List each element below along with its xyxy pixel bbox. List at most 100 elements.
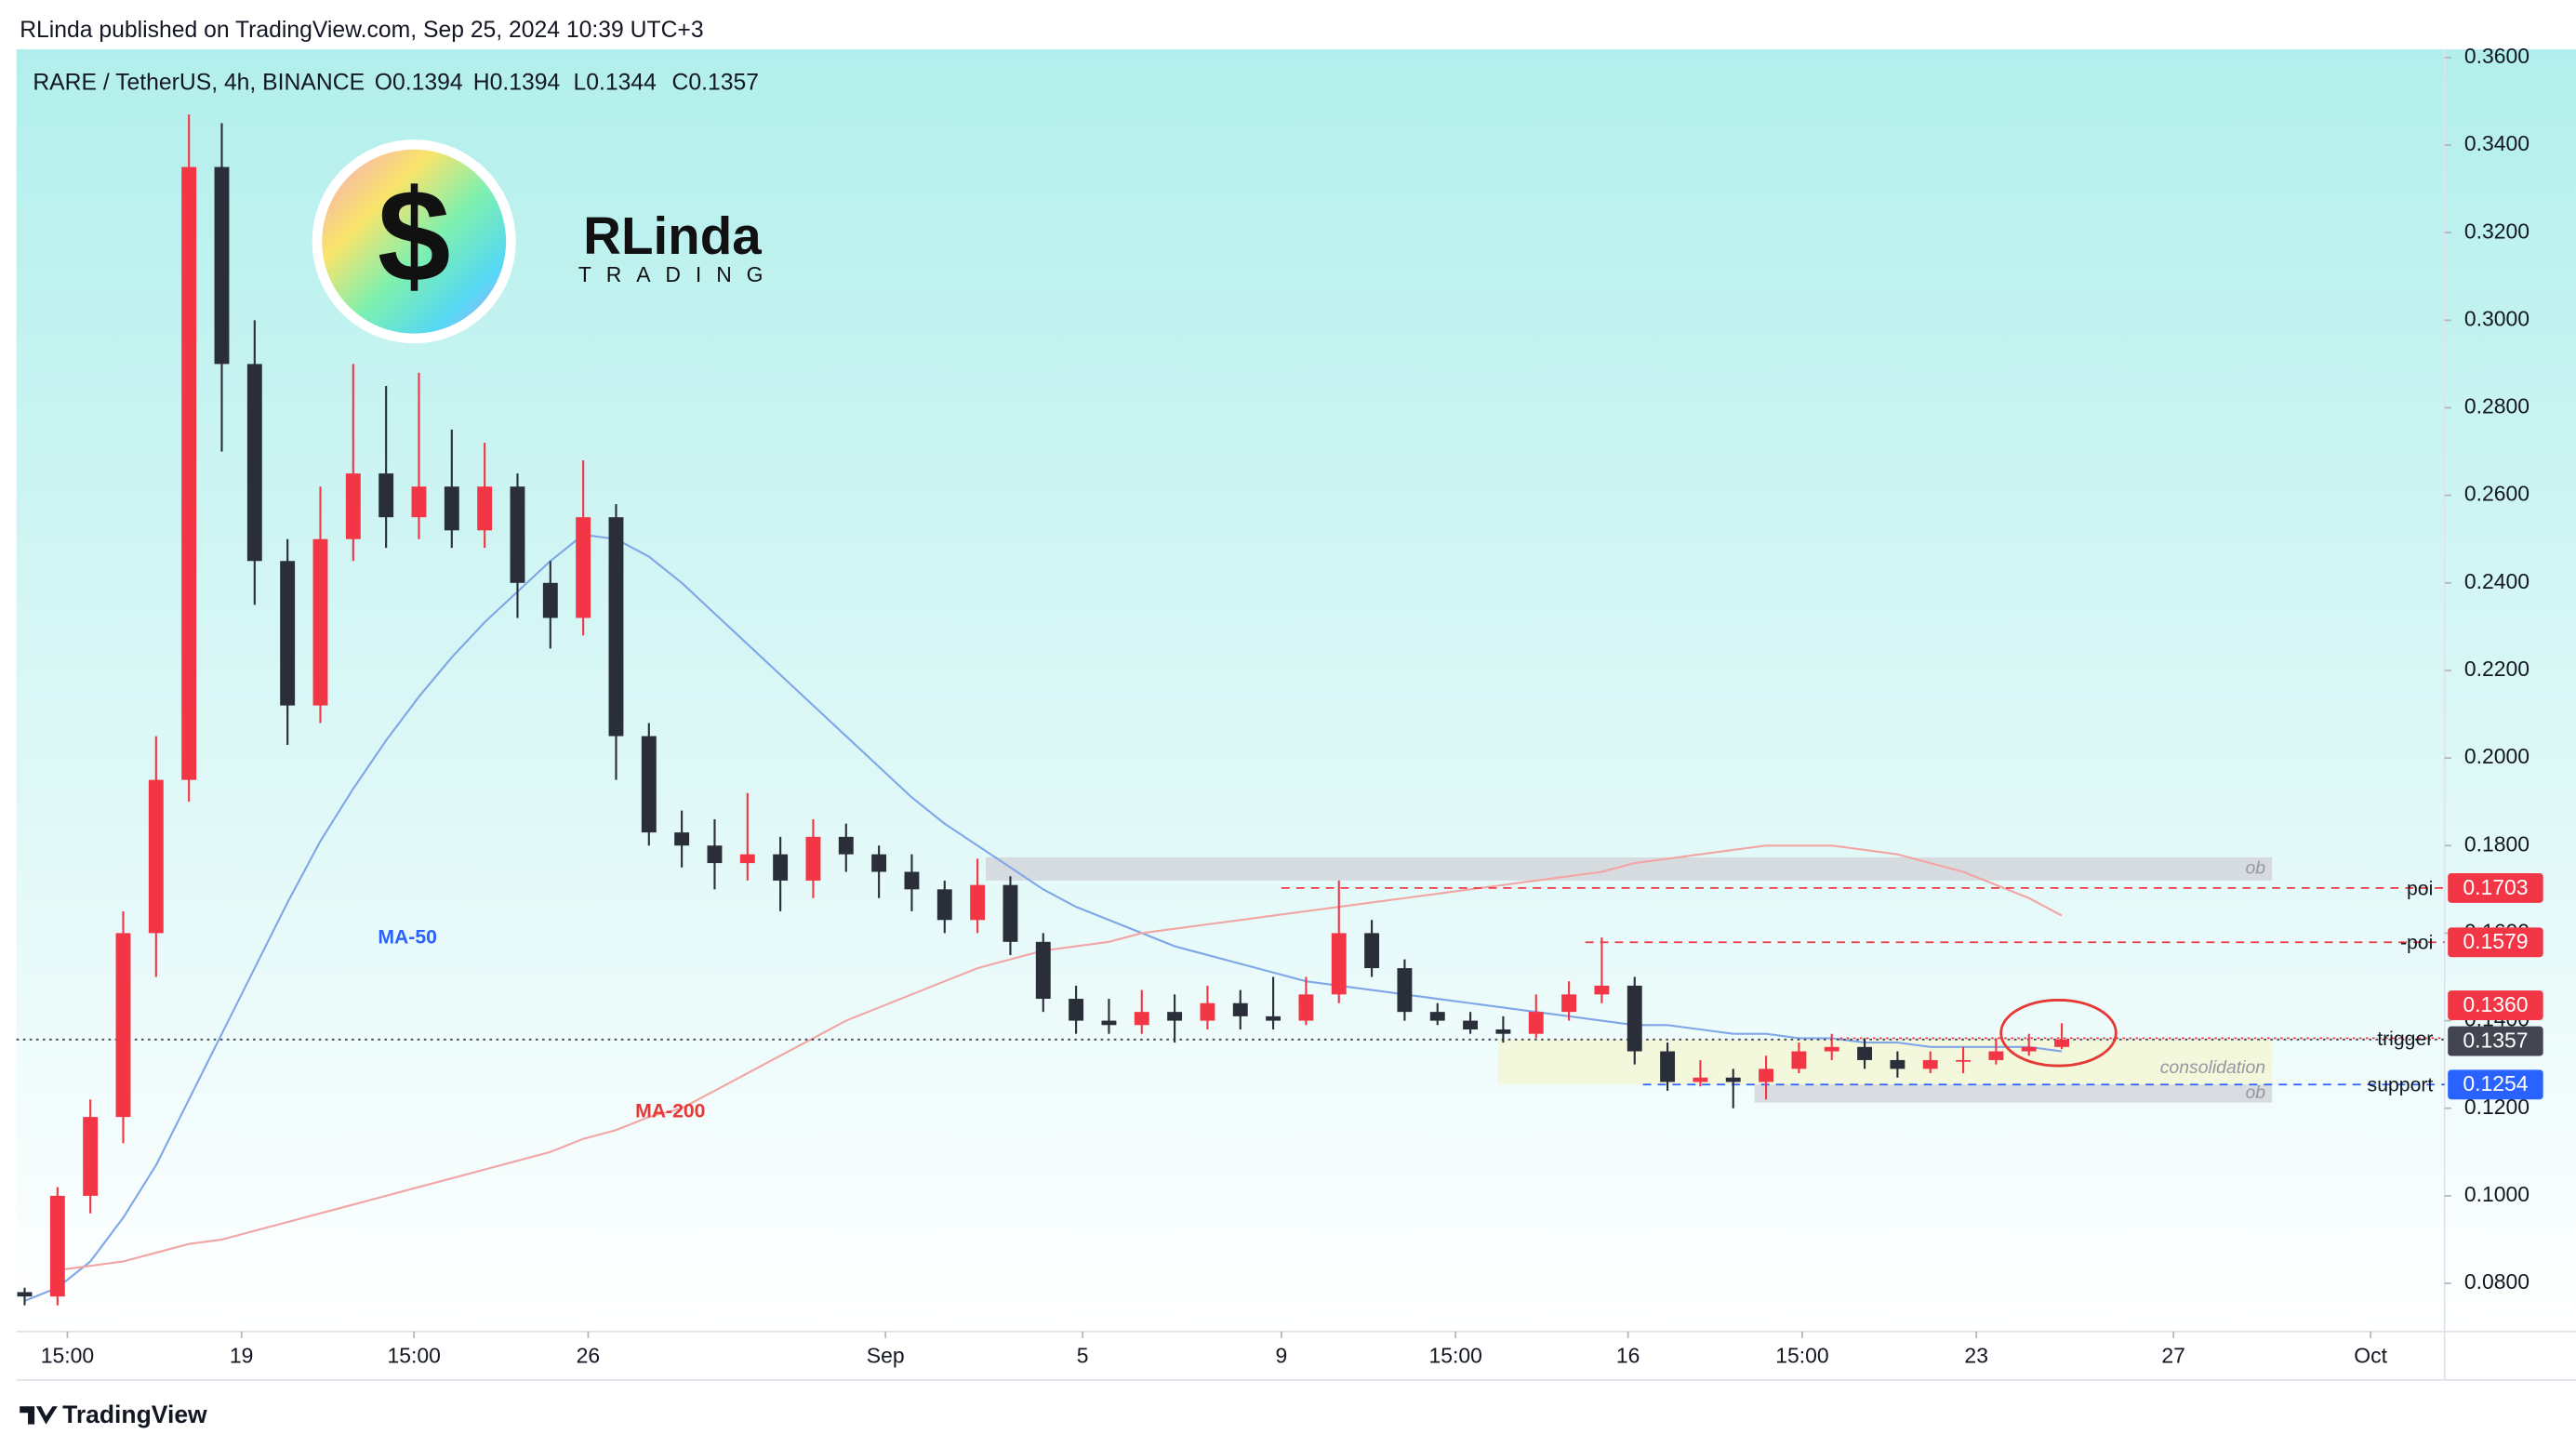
y-tick-label: 0.1000	[2464, 1182, 2530, 1206]
price-tag-label: 0.1360	[2463, 992, 2528, 1016]
candle-body	[1003, 884, 1018, 942]
x-tick-label: 26	[577, 1343, 601, 1367]
zone	[1754, 1084, 2273, 1103]
candle-body	[1627, 985, 1642, 1052]
x-tick-label: 9	[1276, 1343, 1288, 1367]
x-tick-label: 16	[1616, 1343, 1640, 1367]
logo-brand: RLinda	[583, 206, 762, 265]
y-tick-label: 0.2000	[2464, 744, 2530, 768]
candle-body	[1594, 985, 1610, 995]
zone	[985, 856, 2273, 881]
candle-body	[477, 486, 493, 531]
candle-body	[871, 854, 887, 872]
candle-body	[542, 582, 558, 618]
plot-area: ob consolidation ob poi -poi trigger support	[16, 114, 2445, 1306]
price-line-name: -poi	[2400, 933, 2433, 954]
candle-body	[1495, 1029, 1511, 1034]
y-tick-label: 0.3200	[2464, 219, 2530, 243]
ma-line	[24, 533, 2063, 1302]
candle-body	[1134, 1012, 1149, 1026]
zone-label: ob	[2246, 858, 2266, 879]
price-line-name: support	[2368, 1075, 2434, 1096]
publish-header: RLinda published on TradingView.com, Sep…	[20, 18, 703, 43]
x-tick-label: 15:00	[1428, 1343, 1481, 1367]
candle-body	[411, 486, 427, 518]
price-tag-label: 0.1579	[2463, 929, 2528, 953]
x-tick-label: 15:00	[1775, 1343, 1828, 1367]
logo-coin	[322, 149, 507, 334]
price-tag	[2448, 927, 2543, 958]
candle-body	[1463, 1020, 1479, 1029]
x-tick-label: 19	[230, 1343, 254, 1367]
footer-logo: TradingView	[20, 1401, 207, 1428]
candle-body	[345, 473, 361, 539]
ohlc-low: L0.1344	[574, 71, 657, 96]
candle-body	[214, 166, 230, 365]
price-axis-background	[2444, 48, 2576, 1332]
price-tag-label: 0.1254	[2463, 1071, 2528, 1095]
x-tick-label: 27	[2161, 1343, 2185, 1367]
zone-label: consolidation	[2160, 1057, 2265, 1078]
candle-body	[1101, 1020, 1117, 1026]
candle-body	[1824, 1046, 1839, 1052]
candle-body	[838, 836, 854, 855]
logo-symbol: $	[378, 162, 451, 309]
candle-body	[1397, 968, 1413, 1013]
candle-body	[246, 364, 262, 562]
ohlc-open: O0.1394	[375, 71, 463, 96]
x-tick-label: Sep	[867, 1343, 905, 1367]
candle-body	[707, 845, 723, 864]
candle-body	[608, 517, 624, 737]
candle-body	[1167, 1012, 1183, 1021]
highlight-circle	[1999, 998, 2118, 1068]
y-tick-label: 0.0800	[2464, 1269, 2530, 1294]
x-tick-label: 15:00	[387, 1343, 440, 1367]
candle-body	[1232, 1002, 1248, 1016]
candle-body	[181, 166, 197, 780]
candle-body	[1857, 1046, 1873, 1060]
candle-body	[1988, 1051, 2004, 1060]
price-line-name: poi	[2407, 878, 2433, 899]
candle-body	[1069, 999, 1084, 1021]
candle-body	[904, 871, 920, 890]
candle-body	[641, 736, 657, 833]
candle-body	[312, 538, 328, 706]
candle-body	[1759, 1069, 1774, 1082]
candle-body	[1528, 1012, 1544, 1034]
candle-body	[1266, 1016, 1281, 1021]
ma-line	[57, 844, 2063, 1271]
candle-body	[148, 779, 164, 934]
candle-body	[1561, 994, 1577, 1013]
ma200-label: MA-200	[635, 1101, 705, 1122]
candle-body	[1200, 1002, 1215, 1021]
price-tag	[2448, 990, 2543, 1020]
candle-body	[936, 889, 952, 921]
x-tick-label: 5	[1077, 1343, 1089, 1367]
zone-label: ob	[2246, 1082, 2266, 1103]
candle-body	[805, 836, 821, 881]
ohlc-close: C0.1357	[672, 71, 759, 96]
candle-body	[674, 832, 690, 846]
candle-body	[773, 854, 789, 881]
ma50-label: MA-50	[378, 926, 437, 948]
candle-body	[444, 486, 459, 531]
logo: $ RLinda TRADING	[312, 139, 764, 344]
ohlc-high: H0.1394	[473, 71, 561, 96]
candle-body	[1035, 941, 1051, 1000]
candle-body	[1364, 933, 1380, 969]
candle-body	[1922, 1059, 1938, 1069]
candle-body	[1660, 1051, 1676, 1082]
candle-body	[1890, 1059, 1905, 1069]
x-tick-label: 23	[1964, 1343, 1988, 1367]
candle-body	[1956, 1059, 1972, 1062]
price-tag-label: 0.1703	[2463, 875, 2528, 899]
y-tick-label: 0.1800	[2464, 831, 2530, 856]
candle-body	[739, 854, 755, 864]
y-tick-label: 0.3000	[2464, 306, 2530, 330]
candle-body	[1429, 1012, 1445, 1021]
candle-body	[83, 1117, 99, 1196]
candle-body	[1791, 1051, 1807, 1069]
candle-body	[1331, 933, 1347, 995]
candle-body	[378, 473, 394, 518]
